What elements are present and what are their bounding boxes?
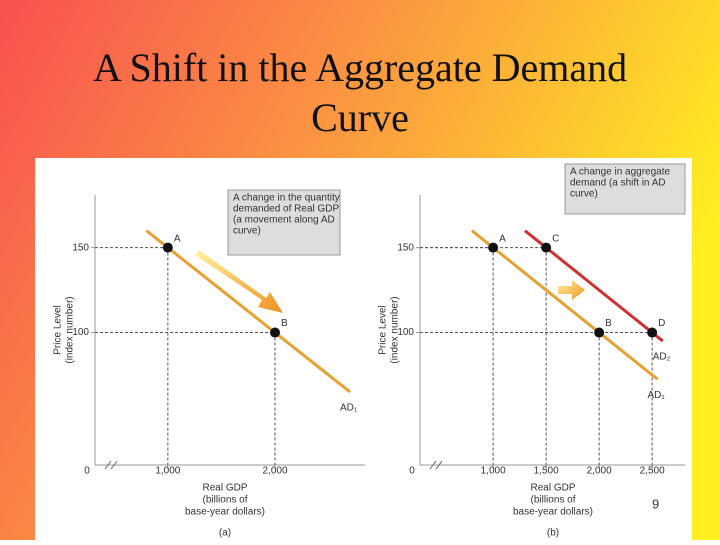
annotation: demand (a shift in AD — [570, 178, 666, 189]
y-tick-label: 100 — [397, 327, 414, 338]
movement-arrow — [195, 250, 283, 313]
axis-break — [110, 460, 118, 470]
x-tick-label: 2,500 — [640, 466, 665, 477]
annotation: curve) — [233, 226, 261, 237]
page-number: 9 — [652, 496, 659, 511]
point-label: B — [605, 318, 612, 329]
curve-label: AD₁ — [647, 390, 665, 401]
x-axis-label: base-year dollars) — [185, 507, 265, 518]
annotation: demanded of Real GDP — [233, 204, 340, 215]
y-axis-label: (index number) — [65, 296, 76, 363]
x-tick-label: 1,500 — [534, 466, 559, 477]
y-tick-label: 100 — [72, 327, 89, 338]
panel-label: (b) — [547, 528, 559, 539]
ad-curve — [145, 229, 351, 394]
point-label: A — [174, 233, 181, 244]
annotation-box — [564, 163, 686, 215]
x-axis-label: (billions of — [202, 495, 247, 506]
x-axis-label: base-year dollars) — [513, 507, 593, 518]
origin-label: 0 — [84, 466, 90, 477]
annotation: A change in aggregate — [570, 167, 671, 178]
x-tick-label: 2,000 — [262, 466, 287, 477]
annotation: (a movement along AD — [233, 215, 335, 226]
point — [594, 327, 605, 338]
x-tick-label: 2,000 — [587, 466, 612, 477]
y-axis-label: (index number) — [390, 296, 401, 363]
panel-label: (a) — [219, 528, 231, 539]
x-axis-label: Real GDP — [202, 483, 247, 494]
y-axis-label: Price Level — [378, 305, 389, 354]
annotation-box — [227, 189, 341, 256]
curve-label: AD₂ — [653, 352, 671, 363]
curve-label: AD₁ — [340, 403, 358, 414]
y-tick-label: 150 — [397, 242, 414, 253]
ad-curve — [471, 229, 659, 381]
point — [162, 242, 173, 253]
point — [488, 242, 499, 253]
point — [541, 242, 552, 253]
figure-panel — [35, 158, 692, 540]
axis-break — [104, 460, 112, 470]
axis-break — [435, 460, 443, 470]
x-tick-label: 1,000 — [481, 466, 506, 477]
point — [647, 327, 658, 338]
point-label: D — [658, 318, 665, 329]
point-label: A — [499, 233, 506, 244]
x-tick-label: 1,000 — [155, 466, 180, 477]
y-tick-label: 150 — [72, 242, 89, 253]
x-axis-label: Real GDP — [530, 483, 575, 494]
axis-break — [429, 460, 437, 470]
origin-label: 0 — [409, 466, 415, 477]
annotation: curve) — [570, 189, 598, 200]
title: A Shift in the Aggregate Demand — [93, 45, 627, 90]
title: Curve — [311, 95, 409, 140]
annotation: A change in the quantity — [233, 193, 340, 204]
point-label: B — [281, 318, 288, 329]
x-axis-label: (billions of — [530, 495, 575, 506]
shift-arrow — [558, 280, 585, 300]
y-axis-label: Price Level — [53, 305, 64, 354]
point — [270, 327, 280, 338]
point-label: C — [552, 233, 559, 244]
